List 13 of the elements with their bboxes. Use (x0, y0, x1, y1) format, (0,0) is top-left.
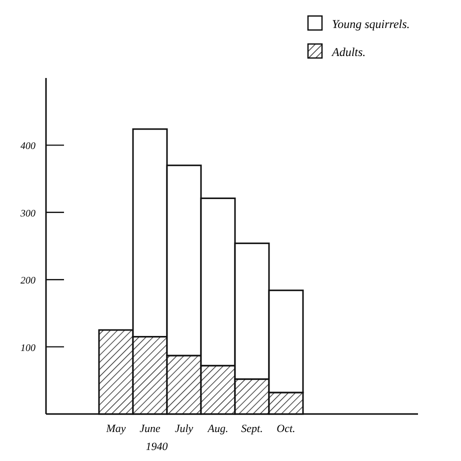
legend-label: Adults. (331, 45, 366, 59)
y-tick-label: 400 (20, 141, 36, 152)
y-tick-label: 200 (20, 276, 36, 287)
x-tick-label: Sept. (241, 423, 263, 435)
x-tick-label: June (140, 423, 160, 435)
x-tick-label: Aug. (206, 423, 228, 435)
y-tick-label: 100 (20, 342, 36, 354)
x-tick-label: May (105, 423, 126, 435)
x-tick-label: July (174, 423, 194, 435)
x-tick-label: Oct. (276, 423, 296, 435)
y-tick-label: 300 (20, 208, 36, 220)
x-axis-title: 1940 (146, 441, 168, 453)
legend-label: Young squirrels. (332, 17, 410, 31)
